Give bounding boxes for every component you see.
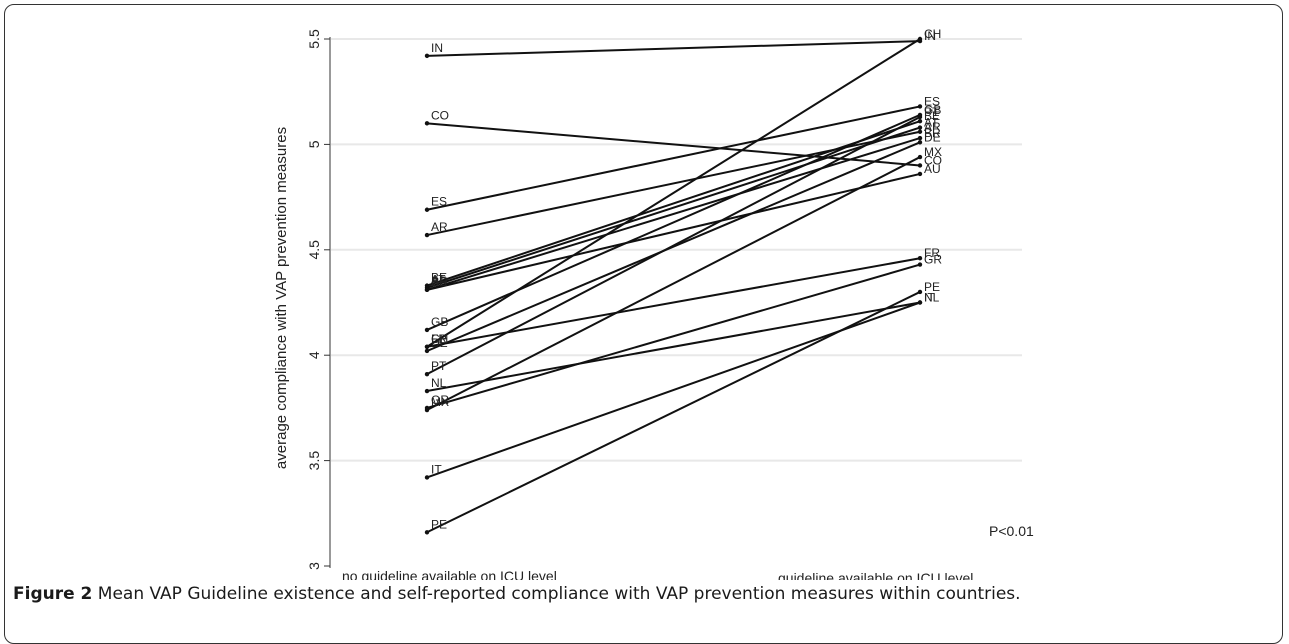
data-point	[424, 388, 430, 394]
figure-caption: Figure 2 Mean VAP Guideline existence an…	[13, 584, 1021, 604]
y-tick-label: 5	[306, 140, 322, 148]
y-tick-label: 3.5	[306, 451, 322, 471]
series-lines	[424, 36, 923, 535]
series-line	[426, 126, 921, 289]
data-point	[424, 344, 430, 349]
data-point	[917, 125, 923, 130]
series-line	[426, 301, 921, 393]
data-point	[917, 289, 923, 295]
point-label-right: MX	[924, 145, 942, 159]
data-point	[917, 36, 923, 42]
point-label-right: IN	[924, 29, 936, 43]
point-label-left: MX	[431, 395, 449, 409]
grid-lines	[331, 38, 1022, 462]
point-label-left: FR	[431, 332, 447, 346]
series-line	[426, 116, 921, 376]
point-label-left: IN	[431, 41, 443, 55]
point-label-left: BE	[431, 271, 447, 285]
point-label-right: DE	[924, 130, 941, 144]
point-label-left: CO	[431, 108, 449, 122]
data-point	[424, 232, 430, 238]
point-label-right: PE	[924, 280, 940, 294]
point-label-right: PT	[924, 105, 940, 119]
series-line	[426, 113, 921, 331]
y-tick-label: 5.5	[306, 29, 322, 49]
data-point	[424, 53, 430, 59]
y-axis: 3 3.5 4 4.5 5 5.5	[306, 29, 331, 570]
data-point	[424, 530, 430, 535]
data-point	[424, 407, 430, 413]
series-line	[426, 137, 921, 291]
point-label-right: IT	[924, 291, 935, 305]
point-label-left: DE	[431, 336, 448, 350]
point-label-left: PE	[431, 517, 447, 531]
point-label-right: CH	[924, 27, 941, 41]
point-label-left: AR	[431, 220, 448, 234]
data-point	[917, 163, 923, 168]
data-point	[424, 207, 430, 212]
slope-chart: 33.544.555.5 INCOESARBEATBRAUGBFRCHDEPTN…	[273, 27, 1034, 580]
data-point	[917, 119, 923, 124]
y-axis-label: average compliance with VAP prevention m…	[273, 127, 290, 469]
point-label-left: BR	[431, 275, 448, 289]
point-label-left: GR	[431, 393, 449, 407]
point-label-right: CO	[924, 153, 942, 167]
caption-label: Figure 2	[13, 584, 93, 604]
point-label-left: IT	[431, 462, 442, 476]
data-point	[917, 262, 923, 267]
series-line	[426, 40, 921, 57]
point-label-left: PT	[431, 359, 447, 373]
point-label-right: AT	[924, 116, 939, 130]
data-point	[424, 371, 430, 377]
data-point	[917, 114, 923, 120]
series-line	[426, 120, 921, 287]
data-point	[917, 171, 923, 177]
series-line	[426, 122, 921, 167]
p-value-annotation: P<0.01	[989, 523, 1034, 539]
data-point	[917, 140, 923, 145]
series-line	[426, 291, 921, 534]
point-label-left: AU	[431, 275, 448, 289]
data-point	[424, 475, 430, 480]
data-point	[917, 256, 923, 261]
point-label-right: FR	[924, 246, 940, 260]
data-point	[424, 348, 430, 354]
series-line	[426, 172, 921, 291]
data-point	[917, 154, 923, 160]
point-label-right: NL	[924, 291, 940, 305]
point-label-right: AU	[924, 162, 941, 176]
x-category-label-right: guideline available on ICU level	[778, 570, 973, 580]
data-point	[424, 121, 430, 126]
point-label-left: GB	[431, 315, 448, 329]
point-label-left: CH	[431, 332, 448, 346]
data-point	[424, 287, 430, 293]
data-point	[917, 104, 923, 109]
point-label-right: GB	[924, 103, 941, 117]
caption-text: Mean VAP Guideline existence and self-re…	[92, 584, 1021, 604]
series-line	[426, 38, 921, 348]
point-label-right: AR	[924, 120, 941, 134]
y-tick-label: 4.5	[306, 240, 322, 260]
series-line	[426, 156, 921, 411]
y-tick-label: 4	[306, 351, 322, 359]
point-label-right: ES	[924, 94, 940, 108]
series-line	[426, 263, 921, 409]
data-point	[917, 135, 923, 141]
series-line	[426, 105, 921, 211]
data-point	[917, 129, 923, 134]
point-label-right: BR	[924, 126, 941, 140]
point-label-left: AT	[431, 273, 446, 287]
point-label-left: NL	[431, 376, 447, 390]
point-label-left: ES	[431, 195, 447, 209]
point-label-right: BE	[924, 109, 940, 123]
y-tick-label: 3	[306, 562, 322, 570]
point-label-right: GR	[924, 253, 942, 267]
data-point	[917, 300, 923, 305]
x-category-label-left: no guideline available on ICU level	[342, 568, 557, 580]
point-labels: INCOESARBEATBRAUGBFRCHDEPTNLGRMXITPECHIN…	[431, 27, 942, 531]
data-point	[424, 327, 430, 333]
